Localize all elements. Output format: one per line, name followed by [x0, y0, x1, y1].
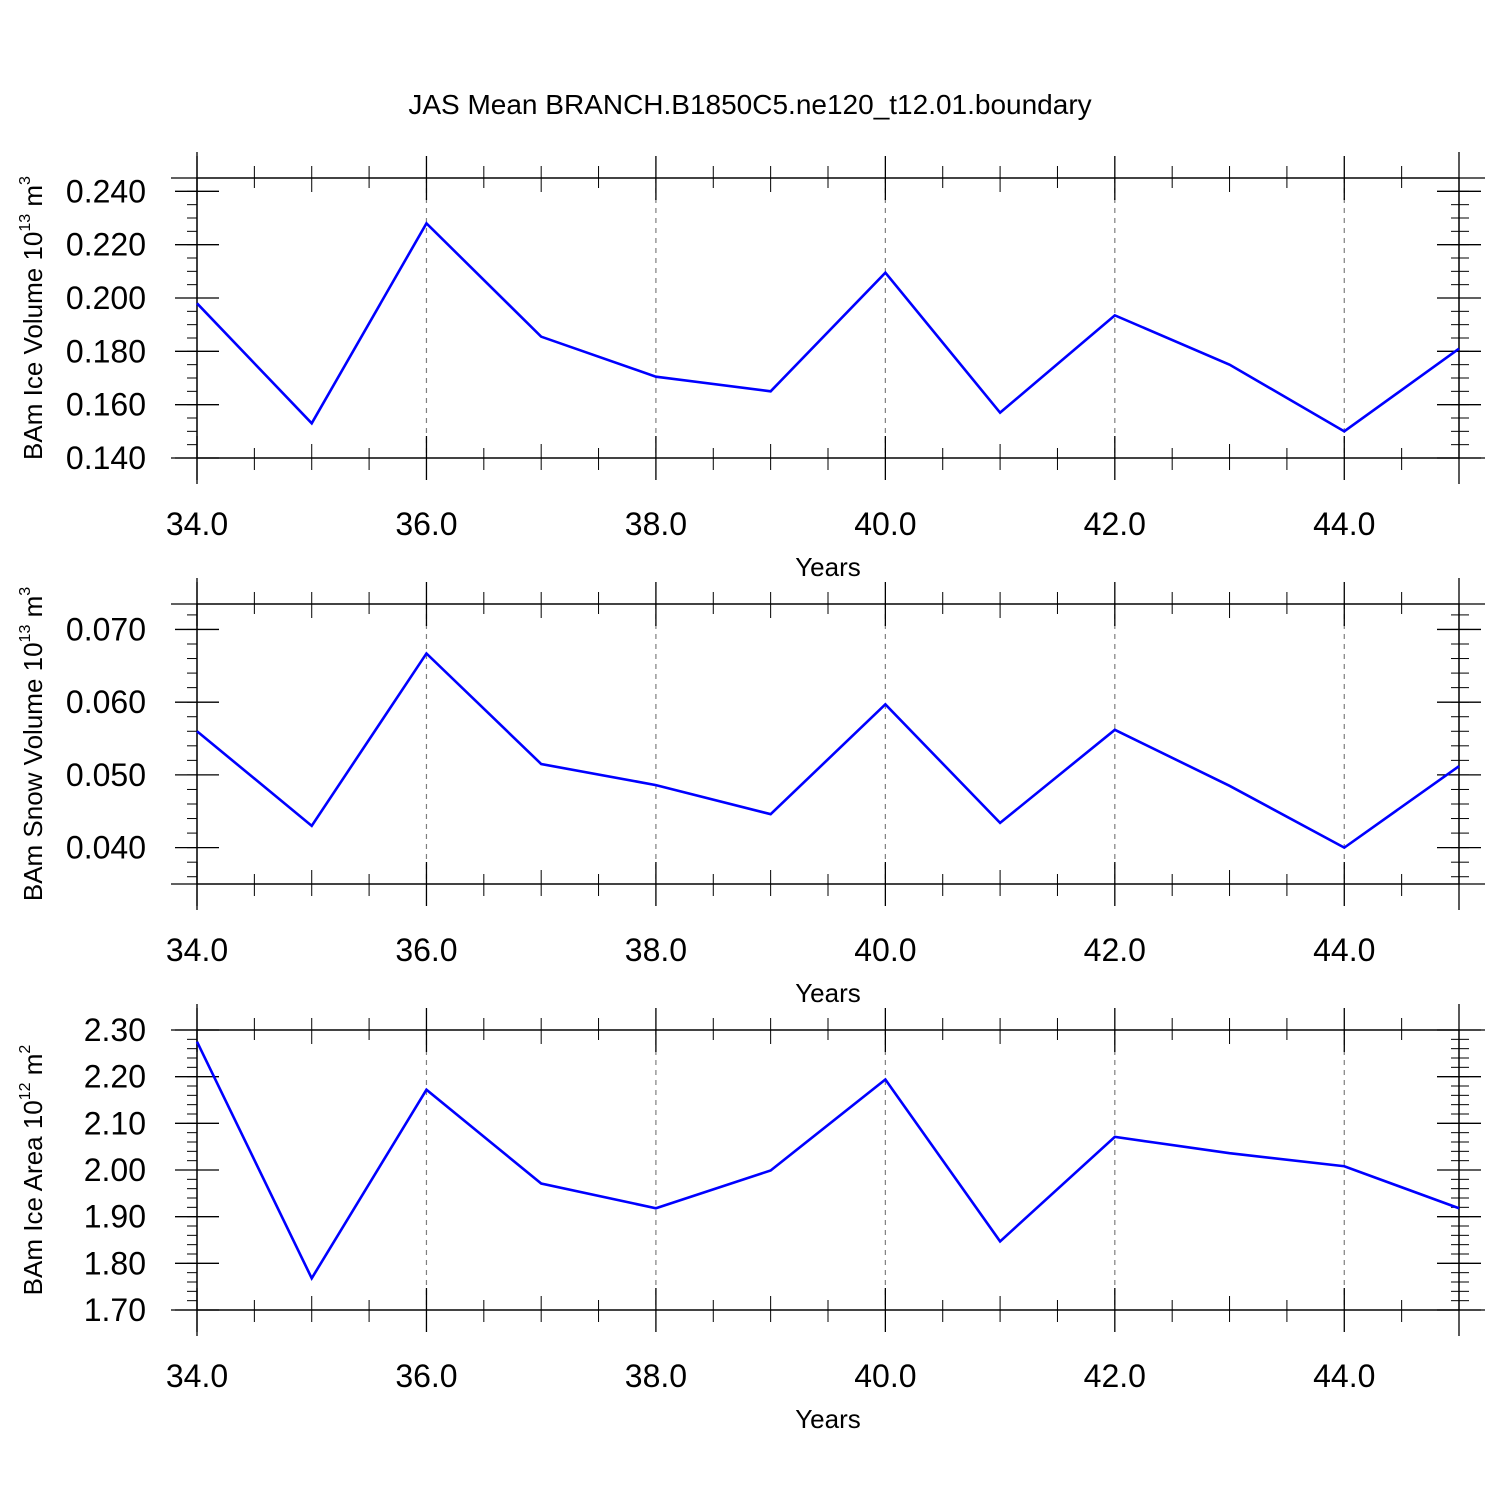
y-axis-title-superscript: 13: [17, 625, 34, 643]
plot-frame: [196, 1029, 1460, 1311]
y-axis-title: BAm Ice Volume 1013 m3: [17, 176, 48, 460]
y-axis-title-part: BAm Ice Area 10: [18, 1100, 48, 1295]
series-line: [196, 221, 1460, 433]
figure-title: JAS Mean BRANCH.B1850C5.ne120_t12.01.bou…: [408, 89, 1091, 120]
y-tick-label: 2.00: [84, 1152, 146, 1188]
y-tick-label: 2.20: [84, 1059, 146, 1095]
x-tick-label: 36.0: [395, 506, 457, 542]
x-tick-label: 44.0: [1313, 506, 1375, 542]
y-tick-label: 0.140: [66, 440, 146, 476]
panel-1: 0.140 0.160 0.180 0.200 0.220 0.240 34.0 36.0 38…: [17, 152, 1485, 582]
y-tick-label: 2.30: [84, 1012, 146, 1048]
y-tick-label: 0.220: [66, 227, 146, 263]
y-axis-title-superscript: 3: [17, 587, 34, 596]
panel-3: 1.70 1.80 1.90 2.00 2.10 2.20 2.30 34.0 36.0 38.0…: [17, 1004, 1485, 1434]
y-tick-label: 0.160: [66, 387, 146, 423]
series-line: [195, 1041, 1460, 1281]
x-axis-title: Years: [795, 552, 861, 582]
x-tick-label: 34.0: [166, 932, 228, 968]
y-tick-label: 2.10: [84, 1105, 146, 1141]
y-tick-label: 0.240: [66, 173, 146, 209]
x-axis-title: Years: [795, 978, 861, 1008]
y-tick-label: 0.180: [66, 333, 146, 369]
y-tick-label: 1.80: [84, 1245, 146, 1281]
plot-frame: [196, 603, 1460, 885]
x-tick-label: 36.0: [395, 932, 457, 968]
x-tick-label: 44.0: [1313, 932, 1375, 968]
y-tick-label: 0.200: [66, 280, 146, 316]
y-tick-label: 1.70: [84, 1292, 146, 1328]
y-axis-title-superscript: 3: [17, 176, 34, 185]
y-axis-title-superscript: 2: [17, 1045, 34, 1054]
x-tick-label: 38.0: [625, 1358, 687, 1394]
y-axis-title-part: BAm Snow Volume 10: [18, 642, 48, 901]
y-tick-label: 0.070: [66, 611, 146, 647]
y-tick-label: 1.90: [84, 1199, 146, 1235]
x-tick-label: 38.0: [625, 932, 687, 968]
y-axis-title-part: m: [18, 596, 48, 625]
x-tick-label: 36.0: [395, 1358, 457, 1394]
y-axis-title-superscript: 12: [17, 1082, 34, 1100]
y-axis-title-part: m: [18, 1054, 48, 1083]
plot-frame: [196, 177, 1460, 459]
x-tick-label: 44.0: [1313, 1358, 1375, 1394]
x-tick-label: 42.0: [1084, 932, 1146, 968]
x-tick-label: 42.0: [1084, 1358, 1146, 1394]
y-axis-title-part: BAm Ice Volume 10: [18, 232, 48, 460]
x-tick-label: 40.0: [854, 506, 916, 542]
x-axis-title: Years: [795, 1404, 861, 1434]
y-axis-title-superscript: 13: [17, 214, 34, 232]
y-tick-label: 0.060: [66, 684, 146, 720]
y-axis-title-part: m: [18, 185, 48, 214]
x-tick-label: 38.0: [625, 506, 687, 542]
y-tick-label: 0.050: [66, 757, 146, 793]
panels: 0.140 0.160 0.180 0.200 0.220 0.240 34.0 36.0 38…: [17, 152, 1485, 1434]
series-line: [196, 651, 1460, 850]
x-tick-label: 40.0: [854, 932, 916, 968]
panel-2: 0.040 0.050 0.060 0.070 34.0 36.0 38.0 40.0 42.0…: [17, 578, 1485, 1008]
x-tick-label: 34.0: [166, 506, 228, 542]
y-axis-title: BAm Snow Volume 1013 m3: [17, 587, 48, 901]
y-axis-title: BAm Ice Area 1012 m2: [17, 1045, 48, 1296]
x-tick-label: 42.0: [1084, 506, 1146, 542]
x-tick-label: 40.0: [854, 1358, 916, 1394]
y-tick-label: 0.040: [66, 830, 146, 866]
x-tick-label: 34.0: [166, 1358, 228, 1394]
